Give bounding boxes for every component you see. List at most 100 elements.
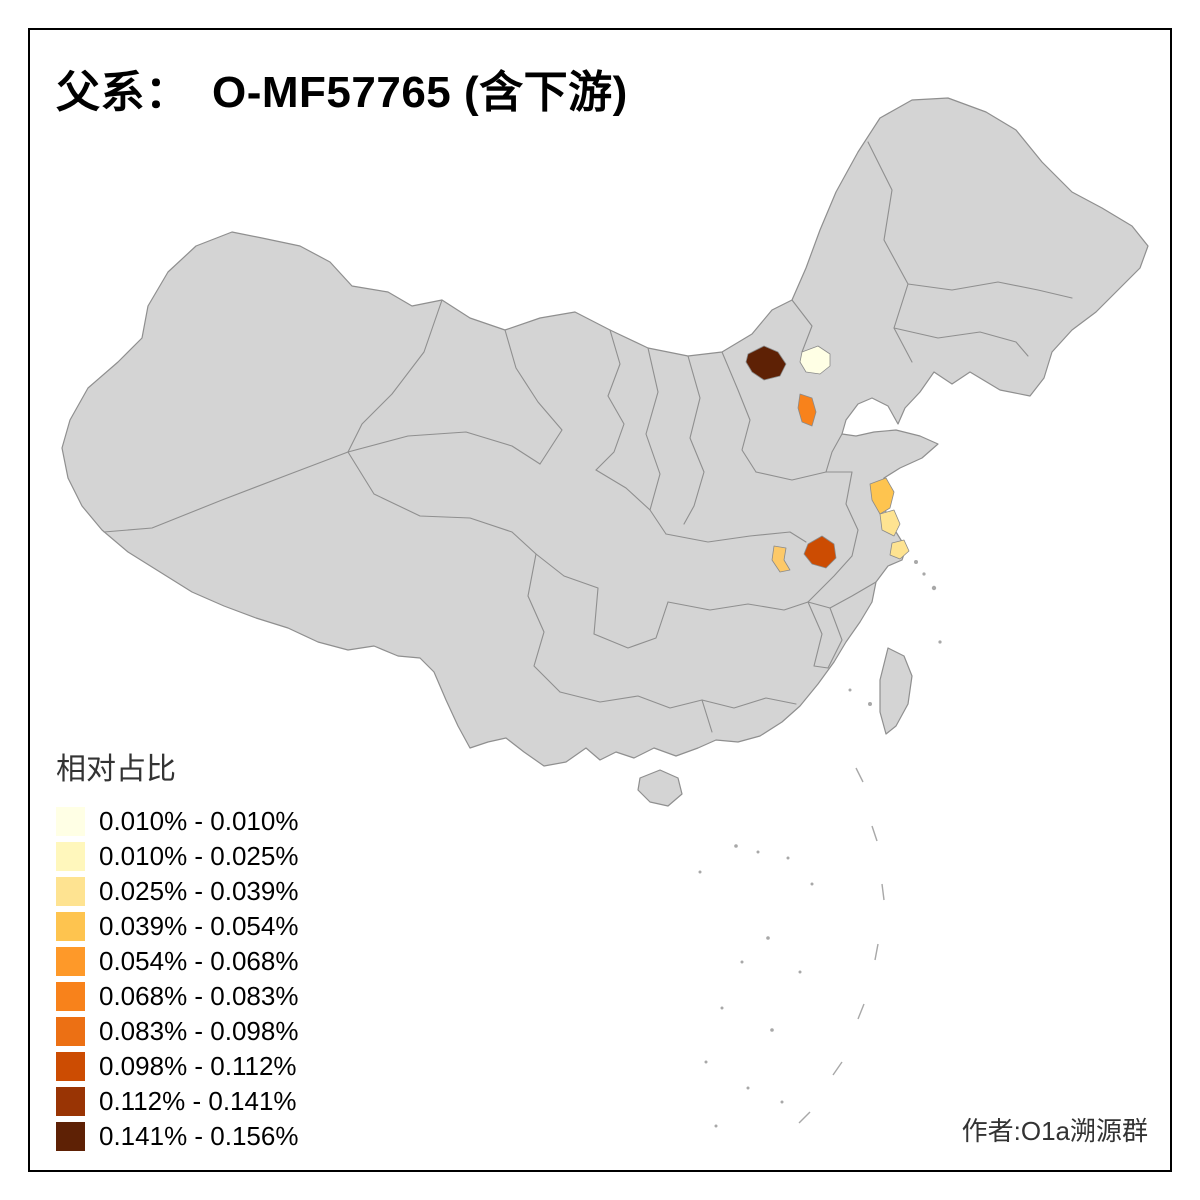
legend-swatch — [56, 1017, 85, 1046]
highlight-region-5 — [879, 509, 901, 537]
province-boundary — [593, 601, 669, 649]
legend-swatch — [56, 947, 85, 976]
province-boundary — [907, 281, 1073, 299]
province-boundaries — [103, 141, 1073, 733]
province-boundary — [103, 451, 349, 533]
island-dot — [931, 585, 937, 591]
taiwan-island — [879, 647, 913, 735]
legend-swatch — [56, 1087, 85, 1116]
sea-islands — [698, 560, 942, 1128]
island-dot — [848, 688, 852, 692]
legend-item: 0.054% - 0.068% — [56, 944, 298, 979]
boundary-dash — [871, 825, 878, 842]
province-boundary — [867, 141, 913, 363]
legend-label: 0.025% - 0.039% — [99, 876, 299, 906]
island-dot — [780, 1100, 784, 1104]
province-boundary — [559, 691, 797, 709]
province-boundary — [807, 601, 831, 609]
legend-label: 0.010% - 0.025% — [99, 841, 299, 871]
province-boundary — [347, 451, 537, 555]
island-dot — [756, 850, 760, 854]
legend-item: 0.098% - 0.112% — [56, 1049, 298, 1084]
legend: 相对占比 0.010% - 0.010% 0.010% - 0.025% 0.0… — [56, 744, 298, 1154]
legend-item: 0.112% - 0.141% — [56, 1084, 298, 1119]
province-boundary — [721, 351, 757, 473]
highlight-region-2 — [799, 345, 831, 375]
island-dot — [938, 640, 942, 644]
legend-swatch — [56, 877, 85, 906]
island-dot — [922, 572, 926, 576]
island-dot — [810, 882, 814, 886]
highlight-region-7 — [803, 535, 837, 569]
legend-item: 0.141% - 0.156% — [56, 1119, 298, 1154]
legend-item: 0.039% - 0.054% — [56, 909, 298, 944]
province-boundary — [645, 347, 667, 535]
province-boundary — [807, 601, 829, 669]
legend-item: 0.010% - 0.025% — [56, 839, 298, 874]
legend-item: 0.083% - 0.098% — [56, 1014, 298, 1049]
legend-swatch — [56, 1052, 85, 1081]
province-boundary — [827, 607, 843, 669]
island-dot — [786, 856, 790, 860]
legend-item: 0.025% - 0.039% — [56, 874, 298, 909]
legend-title: 相对占比 — [56, 753, 176, 786]
boundary-dash — [874, 943, 879, 961]
province-boundary — [825, 433, 843, 473]
legend-label: 0.083% - 0.098% — [99, 1016, 299, 1046]
legend-label: 0.054% - 0.068% — [99, 946, 299, 976]
legend-label: 0.141% - 0.156% — [99, 1121, 299, 1151]
island-dot — [914, 560, 918, 564]
highlighted-regions — [745, 345, 910, 573]
highlight-region-1 — [745, 345, 787, 381]
province-boundary — [893, 327, 1029, 357]
island-dot — [746, 1086, 750, 1090]
legend-label: 0.098% - 0.112% — [99, 1051, 297, 1081]
legend-label: 0.112% - 0.141% — [99, 1086, 297, 1116]
sea-boundary-dashes — [798, 767, 885, 1124]
island-dot — [714, 1124, 718, 1128]
boundary-dash — [798, 1111, 811, 1124]
legend-label: 0.039% - 0.054% — [99, 911, 299, 941]
province-boundary — [845, 471, 859, 557]
boundary-dash — [857, 1003, 865, 1020]
province-boundary — [595, 469, 651, 511]
author-credit: 作者:O1a溯源群 — [961, 1116, 1148, 1146]
boundary-dash — [855, 767, 864, 783]
island-dot — [770, 1028, 774, 1032]
island-dot — [740, 960, 744, 964]
legend-item: 0.010% - 0.010% — [56, 804, 298, 839]
province-boundary — [347, 299, 443, 453]
highlight-region-8 — [771, 545, 791, 573]
legend-item: 0.068% - 0.083% — [56, 979, 298, 1014]
island-dot — [766, 936, 770, 940]
page-title: 父系： O-MF57765 (含下游) — [56, 68, 628, 117]
island-dot — [704, 1060, 708, 1064]
legend-swatch — [56, 912, 85, 941]
boundary-dash — [881, 883, 885, 901]
province-boundary — [755, 471, 853, 481]
province-boundary — [683, 355, 705, 525]
highlight-region-3 — [797, 393, 817, 427]
province-boundary — [701, 699, 713, 733]
province-boundary — [807, 555, 853, 603]
boundary-dash — [832, 1061, 843, 1076]
province-boundary — [504, 329, 563, 465]
island-dot — [868, 702, 872, 706]
legend-swatch — [56, 1122, 85, 1151]
island-dot — [698, 870, 702, 874]
legend-swatch — [56, 982, 85, 1011]
highlight-region-6 — [889, 539, 910, 560]
island-dot — [720, 1006, 724, 1010]
legend-label: 0.068% - 0.083% — [99, 981, 299, 1011]
china-mainland — [61, 97, 1149, 767]
legend-label: 0.010% - 0.010% — [99, 806, 299, 836]
island-dot — [734, 844, 738, 848]
province-boundary — [829, 581, 877, 609]
province-boundary — [347, 431, 541, 465]
hainan-island — [637, 769, 683, 807]
province-boundary — [665, 531, 807, 543]
highlight-region-4 — [869, 477, 895, 515]
province-boundary — [527, 553, 561, 693]
